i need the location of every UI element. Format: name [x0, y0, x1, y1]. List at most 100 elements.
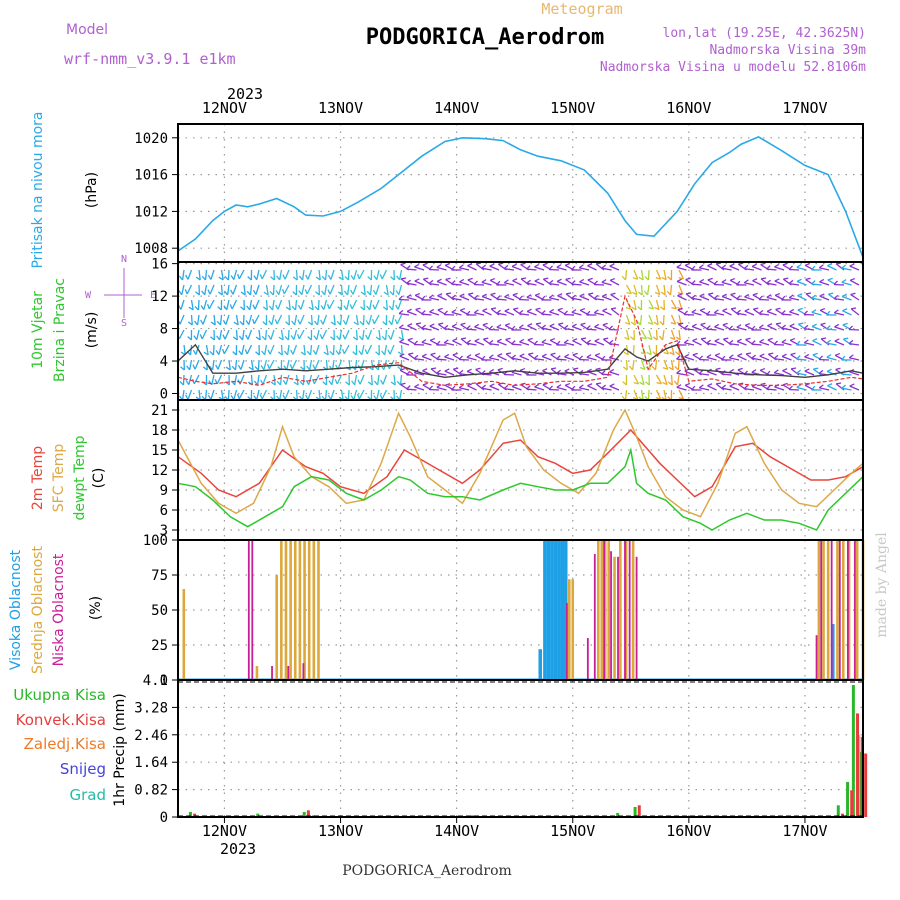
wind-barb-feather: [298, 290, 303, 296]
wind-barb: [481, 281, 492, 286]
low-cloud-bar: [838, 540, 841, 680]
wind-barb: [849, 342, 860, 346]
wind-barb-feather: [371, 318, 375, 325]
wind-barb: [662, 314, 665, 326]
wind-barb-feather: [543, 277, 549, 280]
wind-barb: [204, 284, 208, 295]
wind-barb-feather: [564, 353, 570, 358]
wind-barb-feather: [270, 276, 275, 281]
wind-barb-feather: [684, 262, 691, 266]
wind-barbs: [178, 262, 860, 400]
wind-barb-feather: [796, 264, 802, 268]
wind-barb: [663, 269, 667, 280]
wind-barb-feather: [206, 303, 210, 310]
wind-barb: [198, 269, 201, 281]
wind-barb: [684, 370, 695, 376]
wind-barb-feather: [359, 321, 364, 326]
wind-barb-feather: [608, 339, 614, 345]
wind-barb-feather: [773, 340, 778, 345]
wind-barb: [459, 387, 470, 391]
wind-barb-feather: [375, 336, 381, 341]
wind-barb-feather: [737, 353, 743, 357]
wind-barb-feather: [781, 295, 786, 301]
wind-barb-feather: [430, 352, 436, 356]
wind-barb: [534, 280, 545, 286]
wind-barb: [328, 299, 335, 310]
wind-barb-feather: [323, 351, 329, 356]
wind-barb-feather: [336, 320, 342, 326]
low-cloud-bar: [853, 540, 856, 680]
wind-barb: [721, 373, 732, 376]
wind-barb-feather: [751, 369, 757, 373]
wind-barb: [519, 312, 530, 316]
low-cloud-bar: [251, 540, 254, 680]
wind-barb: [504, 296, 515, 301]
wind-barb-feather: [729, 277, 736, 281]
wind-barb: [307, 389, 313, 400]
wind-barb: [384, 329, 388, 341]
wind-barb: [406, 282, 417, 286]
wind-barb-feather: [630, 321, 636, 326]
wind-barb: [670, 314, 677, 325]
wind-barb: [265, 284, 269, 295]
wind-barb-feather: [436, 369, 442, 374]
wind-barb-feather: [259, 394, 263, 400]
wind-barb-feather: [253, 380, 259, 386]
wind-barb-feather: [811, 309, 817, 313]
wind-barb-feather: [388, 320, 393, 326]
wind-barb-feather: [848, 325, 853, 330]
wind-barb: [811, 283, 822, 286]
wind-barb-feather: [422, 368, 428, 372]
wind-barb: [796, 372, 807, 376]
wind-barb-feather: [660, 306, 665, 311]
wind-barb-feather: [178, 275, 184, 281]
wind-barb-feather: [761, 277, 767, 280]
wind-barb: [610, 294, 620, 301]
wind-barb: [193, 374, 200, 385]
wind-barb-feather: [549, 308, 555, 313]
wind-barb: [279, 269, 283, 280]
wind-barb-feather: [548, 385, 553, 390]
wind-barb: [234, 359, 238, 371]
wind-barb: [406, 310, 417, 316]
y-tick-label: 9: [160, 483, 168, 499]
wind-barb-feather: [811, 280, 816, 285]
wind-barb-feather: [192, 349, 197, 355]
wind-barb-feather: [827, 263, 833, 267]
wind-barb-feather: [406, 308, 412, 313]
wind-barb-feather: [632, 291, 638, 296]
wind-barb-feather: [834, 352, 841, 356]
wind-barb-feather: [451, 385, 456, 391]
wind-barb: [548, 388, 560, 391]
wind-barb: [316, 329, 320, 340]
wind-barb-feather: [586, 354, 592, 358]
wind-barb-feather: [549, 337, 556, 341]
wind-barb: [250, 374, 253, 386]
wind-barb: [526, 282, 537, 286]
wind-barb-feather: [781, 353, 787, 358]
wind-barb: [299, 314, 305, 325]
wind-barb-feather: [781, 339, 787, 343]
wind-barb: [264, 344, 268, 355]
wind-barb-feather: [503, 279, 509, 284]
wind-barb-feather: [184, 289, 188, 295]
high-cloud-bar: [553, 540, 558, 680]
wind-barb-feather: [632, 396, 638, 400]
low-cloud-bar: [247, 540, 250, 680]
wind-barb: [280, 344, 283, 356]
y-tick-label: 100: [143, 533, 168, 549]
wind-barb-feather: [444, 368, 450, 372]
wind-barb-feather: [498, 262, 504, 265]
wind-barb-feather: [218, 276, 224, 281]
wind-barb: [314, 359, 320, 370]
wind-barb: [713, 283, 725, 286]
wind-barb: [211, 359, 215, 370]
wind-barb-feather: [670, 321, 676, 325]
wind-barb-feather: [328, 380, 333, 386]
wind-barb-feather: [759, 353, 765, 357]
wind-barb-feather: [714, 323, 720, 328]
wind-barb: [849, 385, 860, 391]
wind-barb-feather: [526, 279, 532, 284]
wind-barb-feather: [225, 366, 231, 371]
wind-barb-feather: [746, 352, 752, 355]
